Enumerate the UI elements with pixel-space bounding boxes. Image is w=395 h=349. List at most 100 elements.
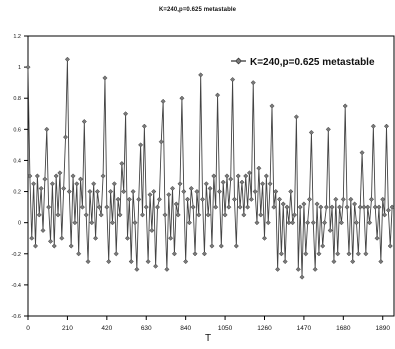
- data-point-72: [160, 98, 166, 104]
- x-tick-label-8: 1680: [336, 325, 351, 332]
- data-point-183: [368, 196, 374, 202]
- x-tick-label-5: 1050: [218, 325, 233, 332]
- data-point-125: [260, 181, 266, 187]
- data-point-155: [316, 251, 322, 257]
- data-point-107: [226, 204, 232, 210]
- data-point-131: [271, 204, 277, 210]
- data-point-137: [282, 259, 288, 265]
- data-point-39: [98, 212, 104, 218]
- x-tick-label-3: 630: [141, 325, 152, 332]
- data-point-185: [372, 204, 378, 210]
- legend-label: K=240,p=0.625 metastable: [250, 57, 375, 68]
- data-point-144: [295, 266, 301, 272]
- data-point-136: [280, 201, 286, 207]
- data-point-180: [363, 251, 369, 257]
- data-point-127: [263, 173, 269, 179]
- y-tick-label-3: 0: [18, 221, 21, 227]
- y-tick-label-2: -0.2: [12, 252, 21, 258]
- data-point-135: [278, 251, 284, 257]
- data-point-139: [286, 220, 292, 226]
- data-point-7: [38, 185, 44, 191]
- data-point-150: [307, 196, 313, 202]
- data-point-159: [323, 204, 329, 210]
- data-point-1: [27, 173, 33, 179]
- data-point-43: [106, 259, 112, 265]
- axes: -0.6 -0.4 -0.2 0 0.2 0.4 0.6 0.8 1 1.2 0 210 420 630 8…: [12, 34, 391, 332]
- data-point-0: [25, 64, 31, 70]
- data-point-78: [171, 251, 177, 257]
- data-point-75: [166, 192, 172, 198]
- data-point-124: [258, 212, 264, 218]
- data-point-60: [138, 142, 144, 148]
- data-point-9: [42, 176, 48, 182]
- data-point-48: [115, 196, 121, 202]
- y-tick-label-0: -0.6: [12, 314, 21, 320]
- data-point-28: [78, 176, 84, 182]
- data-point-99: [211, 173, 217, 179]
- data-point-77: [170, 185, 176, 191]
- data-point-102: [216, 189, 222, 195]
- data-point-20: [63, 134, 69, 140]
- data-point-40: [100, 173, 106, 179]
- data-point-79: [173, 201, 179, 207]
- data-point-140: [288, 189, 294, 195]
- series-layer: [25, 56, 395, 280]
- data-point-166: [337, 204, 343, 210]
- y-tick-label-4: 0.2: [13, 190, 21, 196]
- data-point-25: [72, 220, 78, 226]
- data-point-44: [108, 189, 114, 195]
- data-point-36: [93, 235, 99, 241]
- data-point-97: [207, 185, 213, 191]
- x-tick-label-4: 840: [180, 325, 191, 332]
- data-point-156: [318, 204, 324, 210]
- data-point-187: [376, 204, 382, 210]
- data-point-153: [312, 266, 318, 272]
- data-point-130: [269, 103, 275, 109]
- data-point-33: [87, 189, 93, 195]
- data-point-93: [200, 196, 206, 202]
- legend: K=240,p=0.625 metastable: [231, 57, 375, 68]
- y-tick-label-1: -0.4: [12, 283, 21, 289]
- data-point-123: [256, 165, 262, 171]
- data-point-169: [342, 103, 348, 109]
- plot-area: [27, 35, 395, 317]
- data-point-10: [44, 126, 50, 132]
- data-point-119: [248, 196, 254, 202]
- y-tick-label-5: 0.4: [13, 158, 21, 164]
- data-point-11: [46, 204, 52, 210]
- data-point-96: [205, 212, 211, 218]
- data-point-13: [49, 181, 55, 187]
- data-point-31: [83, 212, 89, 218]
- data-point-71: [158, 139, 164, 145]
- data-point-87: [188, 185, 194, 191]
- data-point-120: [250, 80, 256, 86]
- data-point-54: [126, 196, 132, 202]
- data-point-65: [147, 192, 153, 198]
- x-tick-label-2: 420: [101, 325, 112, 332]
- data-point-21: [64, 56, 70, 62]
- data-point-30: [81, 119, 87, 125]
- data-point-73: [162, 212, 168, 218]
- data-point-142: [292, 212, 298, 218]
- data-point-62: [141, 123, 147, 129]
- data-point-170: [344, 204, 350, 210]
- data-point-49: [117, 212, 123, 218]
- data-point-186: [374, 235, 380, 241]
- data-point-64: [145, 259, 151, 265]
- data-point-151: [308, 129, 314, 135]
- data-point-194: [389, 204, 395, 210]
- data-point-68: [153, 263, 159, 269]
- data-point-29: [79, 204, 85, 210]
- data-point-129: [267, 181, 273, 187]
- data-point-167: [338, 220, 344, 226]
- data-point-176: [355, 251, 361, 257]
- data-point-146: [299, 274, 305, 280]
- data-point-94: [201, 251, 207, 257]
- data-point-19: [61, 185, 67, 191]
- data-point-53: [124, 235, 130, 241]
- data-point-104: [220, 179, 226, 185]
- x-tick-label-7: 1470: [297, 325, 312, 332]
- y-tick-label-8: 1: [18, 65, 21, 71]
- data-point-190: [382, 212, 388, 218]
- data-point-37: [94, 189, 100, 195]
